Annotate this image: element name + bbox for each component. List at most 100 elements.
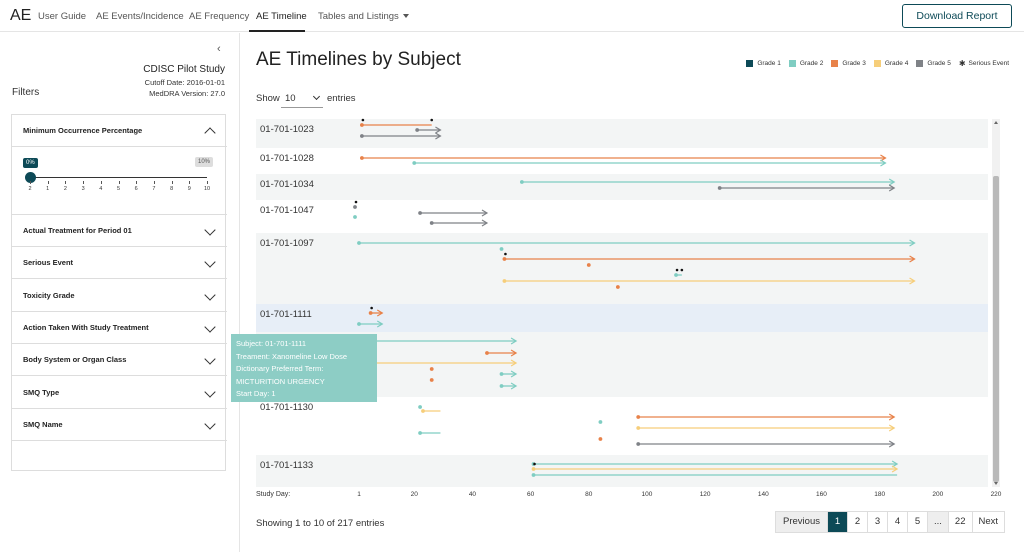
subject-band [256,397,988,455]
filter-action-taken-with-study-treatment[interactable]: Action Taken With Study Treatment [12,312,227,344]
legend-label: Grade 5 [927,59,951,67]
serious-event-marker [504,252,507,256]
main-content: AE Timelines by Subject Grade 1 Grade 2 Gr… [241,33,1024,552]
pager-page-1[interactable]: 1 [828,512,848,532]
event-start-dot [412,161,417,165]
serious-event-marker [370,306,373,310]
slider-track[interactable] [30,177,207,178]
slider-tick-label: 3 [81,186,85,192]
slider-tick [30,181,31,184]
occurrence-slider: 0% 10% 2 1 2 3 4 5 6 7 8 9 10 [12,147,227,215]
event-start-dot [421,409,425,413]
filter-serious-event[interactable]: Serious Event [12,247,227,280]
slider-tick-label: 6 [134,186,138,192]
slider-tick-label: 1 [46,186,50,192]
pager-page-2[interactable]: 2 [848,512,868,532]
filter-toxicity-grade[interactable]: Toxicity Grade [12,280,227,312]
legend-swatch [746,59,754,67]
event-start-dot [502,257,507,261]
study-name: CDISC Pilot Study [143,64,225,75]
event-start-dot [357,322,361,326]
x-tick-label: 80 [585,491,593,498]
event-arrow [880,159,887,167]
event-arrow [510,382,518,390]
event-arrow [510,349,518,357]
showing-info: Showing 1 to 10 of 217 entries [256,518,385,529]
filters-title: Filters [12,87,40,98]
nav-tables-listings[interactable]: Tables and Listings [318,11,409,22]
event-arrow [510,370,518,378]
filter-smq-type[interactable]: SMQ Type [12,377,227,409]
event-arrow [891,460,899,468]
serious-event-marker [680,268,684,272]
filter-body-system-or-organ-class[interactable]: Body System or Organ Class [12,344,227,377]
x-tick-label: 60 [527,491,535,498]
nav-ae-timeline[interactable]: AE Timeline [256,11,307,22]
pager-page-3[interactable]: 3 [868,512,888,532]
event-start-dot [615,285,620,289]
subject-band [256,233,988,304]
x-tick-label: 180 [874,491,885,498]
pager-next[interactable]: Next [978,516,999,527]
slider-tick-label: 5 [116,186,121,192]
slider-handle[interactable] [25,172,36,183]
scroll-up-icon [994,121,998,124]
slider-tick-label: 4 [99,186,103,192]
pager-page-5[interactable]: 5 [908,512,928,532]
event-arrow [376,309,384,317]
filter-min-occurrence[interactable]: Minimum Occurrence Percentage [12,115,227,147]
nav-ae-events[interactable]: AE Events/Incidence [96,11,184,22]
event-start-dot [636,415,641,419]
subject-label: 01-701-1130 [260,402,313,413]
event-start-dot [418,431,422,435]
slider-tick [189,181,191,184]
entries-label: entries [327,93,356,104]
x-axis-label: Study Day: [256,491,290,498]
event-start-dot [598,437,603,441]
slider-tick-label: 2 [28,186,32,192]
slider-tick [171,181,173,184]
nav-user-guide[interactable]: User Guide [38,11,87,22]
x-tick-label: 120 [700,491,711,498]
subject-band [256,332,988,397]
slider-tick-label: 9 [187,186,191,192]
subject-label: 01-701-1034 [260,179,314,190]
event-start-dot [368,311,373,315]
pager-previous[interactable]: Previous [776,512,828,532]
chart-legend: Grade 1 Grade 2 Grade 3 Grade 4 Grade 5 ✱ Seri… [738,58,1009,68]
brand-logo[interactable]: AE [10,7,32,24]
download-report-button[interactable]: Download Report [902,4,1012,28]
cutoff-date: Cutoff Date: 2016-01-01 [144,78,225,87]
legend-label: Grade 2 [799,59,824,67]
meddra-version: MedDRA Version: 27.0 [149,89,225,98]
legend-label: Serious Event [968,59,1009,67]
event-start-dot [502,279,507,283]
subject-label: 01-701-1133 [260,460,313,471]
event-start-dot [717,186,722,190]
entries-select-value: 10 [285,93,296,104]
x-tick-label: 40 [469,491,477,498]
serious-event-marker [430,118,434,122]
subject-band [256,174,988,200]
event-start-dot [485,351,489,355]
show-label: Show [256,93,280,104]
event-start-dot [636,442,641,446]
chevron-left-icon[interactable]: ‹ [217,43,221,55]
event-start-dot [357,241,361,245]
event-start-dot [360,156,364,160]
legend-item: Grade 2 [788,59,824,67]
legend-swatch [916,59,924,67]
nav-ae-frequency[interactable]: AE Frequency [189,11,250,22]
slider-tick-label: 7 [152,186,156,192]
event-start-dot [519,180,524,184]
filter-smq-name[interactable]: SMQ Name [12,409,227,441]
event-arrow [909,239,916,247]
subject-label: 01-701-1028 [260,153,314,164]
subject-label: 01-701-1047 [260,205,314,216]
entries-select[interactable]: 10 [281,90,323,108]
pager-page-4[interactable]: 4 [888,512,908,532]
pager-page-22[interactable]: 22 [949,512,973,532]
filter-actual-treatment-for-period-01[interactable]: Actual Treatment for Period 01 [12,215,227,247]
nav-tables-label: Tables and Listings [318,11,399,22]
